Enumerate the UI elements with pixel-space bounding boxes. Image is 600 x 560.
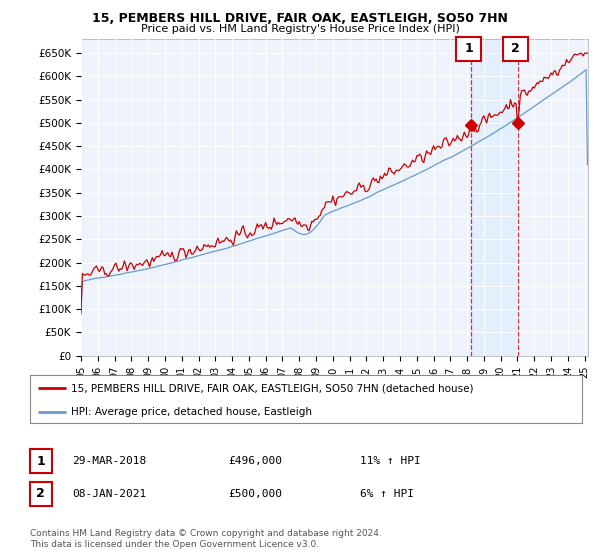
Text: 6% ↑ HPI: 6% ↑ HPI [360,489,414,498]
Text: 1: 1 [464,43,473,55]
Text: £496,000: £496,000 [228,456,282,466]
Text: 08-JAN-2021: 08-JAN-2021 [72,489,146,498]
Text: £500,000: £500,000 [228,489,282,498]
Text: 1: 1 [37,455,45,468]
Text: 29-MAR-2018: 29-MAR-2018 [72,456,146,466]
Text: Contains HM Land Registry data © Crown copyright and database right 2024.
This d: Contains HM Land Registry data © Crown c… [30,529,382,549]
Text: 2: 2 [511,43,520,55]
Text: 15, PEMBERS HILL DRIVE, FAIR OAK, EASTLEIGH, SO50 7HN: 15, PEMBERS HILL DRIVE, FAIR OAK, EASTLE… [92,12,508,25]
Bar [471,39,518,356]
Text: Price paid vs. HM Land Registry's House Price Index (HPI): Price paid vs. HM Land Registry's House … [140,24,460,34]
Text: 2: 2 [37,487,45,500]
Text: 11% ↑ HPI: 11% ↑ HPI [360,456,421,466]
Text: 15, PEMBERS HILL DRIVE, FAIR OAK, EASTLEIGH, SO50 7HN (detached house): 15, PEMBERS HILL DRIVE, FAIR OAK, EASTLE… [71,383,474,393]
Text: HPI: Average price, detached house, Eastleigh: HPI: Average price, detached house, East… [71,407,313,417]
